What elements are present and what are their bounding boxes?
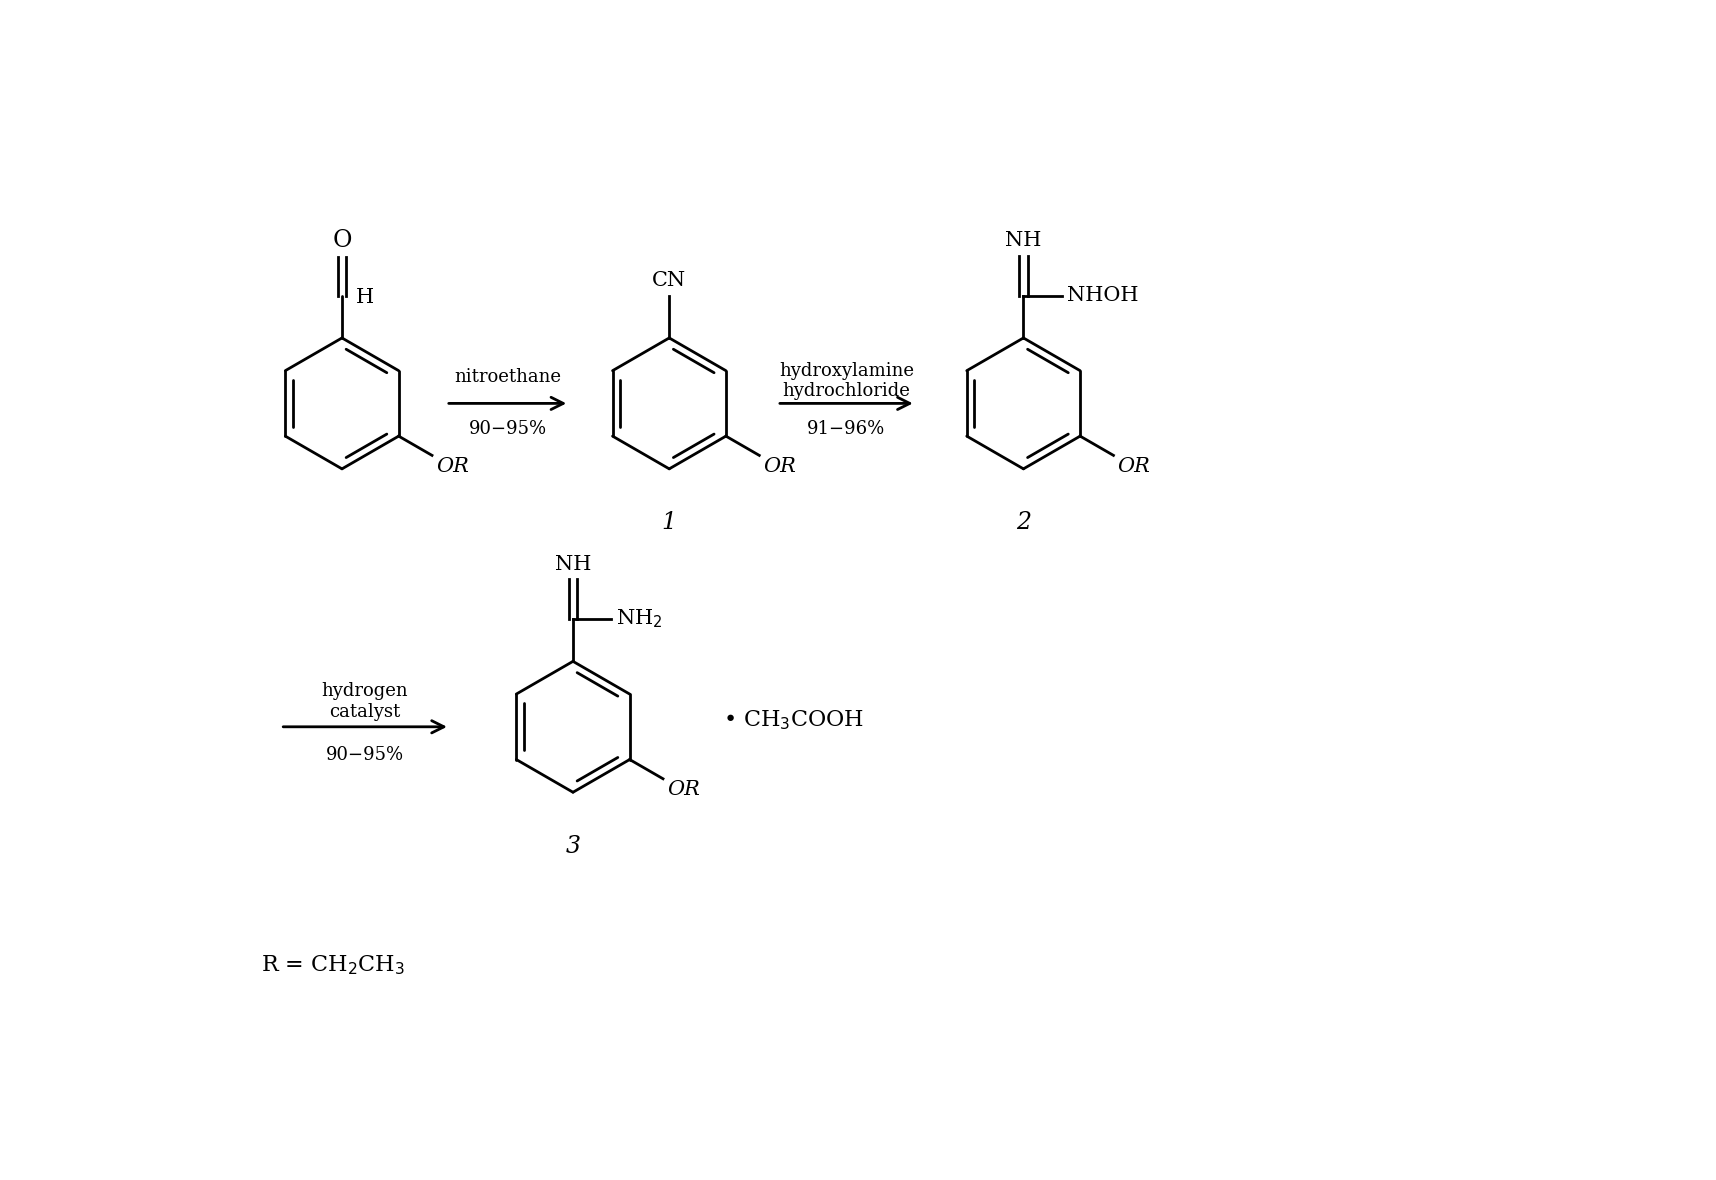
Text: 91−96%: 91−96%	[807, 420, 885, 438]
Text: 1: 1	[662, 511, 676, 535]
Text: NH$_2$: NH$_2$	[616, 608, 662, 630]
Text: catalyst: catalyst	[329, 702, 402, 721]
Text: NH: NH	[1006, 231, 1042, 250]
Text: nitroethane: nitroethane	[455, 368, 561, 387]
Text: OR: OR	[764, 457, 796, 476]
Text: hydrogen: hydrogen	[323, 682, 408, 700]
Text: R = CH$_2$CH$_3$: R = CH$_2$CH$_3$	[261, 953, 405, 977]
Text: OR: OR	[668, 780, 700, 799]
Text: 90−95%: 90−95%	[326, 746, 405, 765]
Text: hydroxylamine: hydroxylamine	[779, 362, 915, 380]
Text: CN: CN	[652, 271, 686, 290]
Text: 90−95%: 90−95%	[468, 420, 547, 438]
Text: hydrochloride: hydrochloride	[782, 381, 909, 400]
Text: H: H	[355, 288, 374, 307]
Text: 2: 2	[1016, 511, 1031, 535]
Text: OR: OR	[1117, 457, 1150, 476]
Text: 3: 3	[566, 834, 580, 858]
Text: O: O	[333, 229, 352, 251]
Text: NHOH: NHOH	[1067, 286, 1138, 306]
Text: NH: NH	[554, 555, 592, 573]
Text: OR: OR	[436, 457, 468, 476]
Text: • CH$_3$COOH: • CH$_3$COOH	[722, 709, 865, 733]
